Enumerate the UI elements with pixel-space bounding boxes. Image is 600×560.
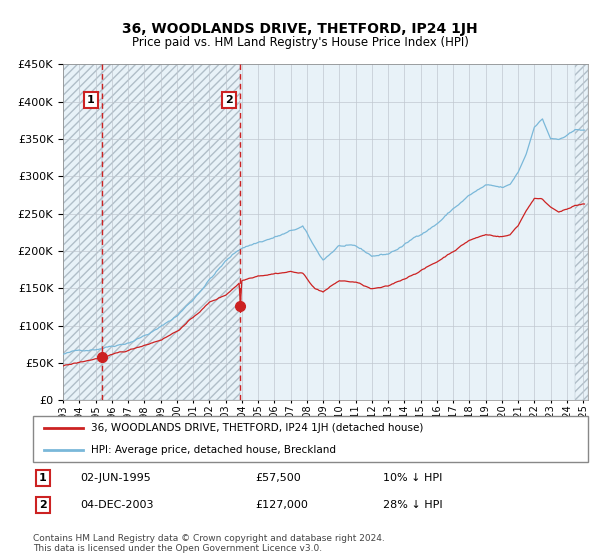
Text: 28% ↓ HPI: 28% ↓ HPI bbox=[383, 500, 442, 510]
Text: Price paid vs. HM Land Registry's House Price Index (HPI): Price paid vs. HM Land Registry's House … bbox=[131, 36, 469, 49]
Text: 02-JUN-1995: 02-JUN-1995 bbox=[80, 473, 151, 483]
Text: 36, WOODLANDS DRIVE, THETFORD, IP24 1JH (detached house): 36, WOODLANDS DRIVE, THETFORD, IP24 1JH … bbox=[91, 423, 424, 433]
Bar bbox=[63, 64, 102, 400]
Text: £127,000: £127,000 bbox=[255, 500, 308, 510]
Text: 04-DEC-2003: 04-DEC-2003 bbox=[80, 500, 154, 510]
Bar bbox=[575, 64, 588, 400]
FancyBboxPatch shape bbox=[33, 416, 588, 462]
Text: 36, WOODLANDS DRIVE, THETFORD, IP24 1JH: 36, WOODLANDS DRIVE, THETFORD, IP24 1JH bbox=[122, 22, 478, 36]
Bar bbox=[575, 64, 588, 400]
Text: £57,500: £57,500 bbox=[255, 473, 301, 483]
Text: 2: 2 bbox=[225, 95, 233, 105]
Text: 1: 1 bbox=[87, 95, 95, 105]
Text: 10% ↓ HPI: 10% ↓ HPI bbox=[383, 473, 442, 483]
Text: Contains HM Land Registry data © Crown copyright and database right 2024.
This d: Contains HM Land Registry data © Crown c… bbox=[33, 534, 385, 553]
Text: 1: 1 bbox=[39, 473, 47, 483]
Text: 2: 2 bbox=[39, 500, 47, 510]
Bar bbox=[63, 64, 102, 400]
Bar bbox=[102, 64, 241, 400]
Bar bbox=[102, 64, 241, 400]
Text: HPI: Average price, detached house, Breckland: HPI: Average price, detached house, Brec… bbox=[91, 445, 336, 455]
